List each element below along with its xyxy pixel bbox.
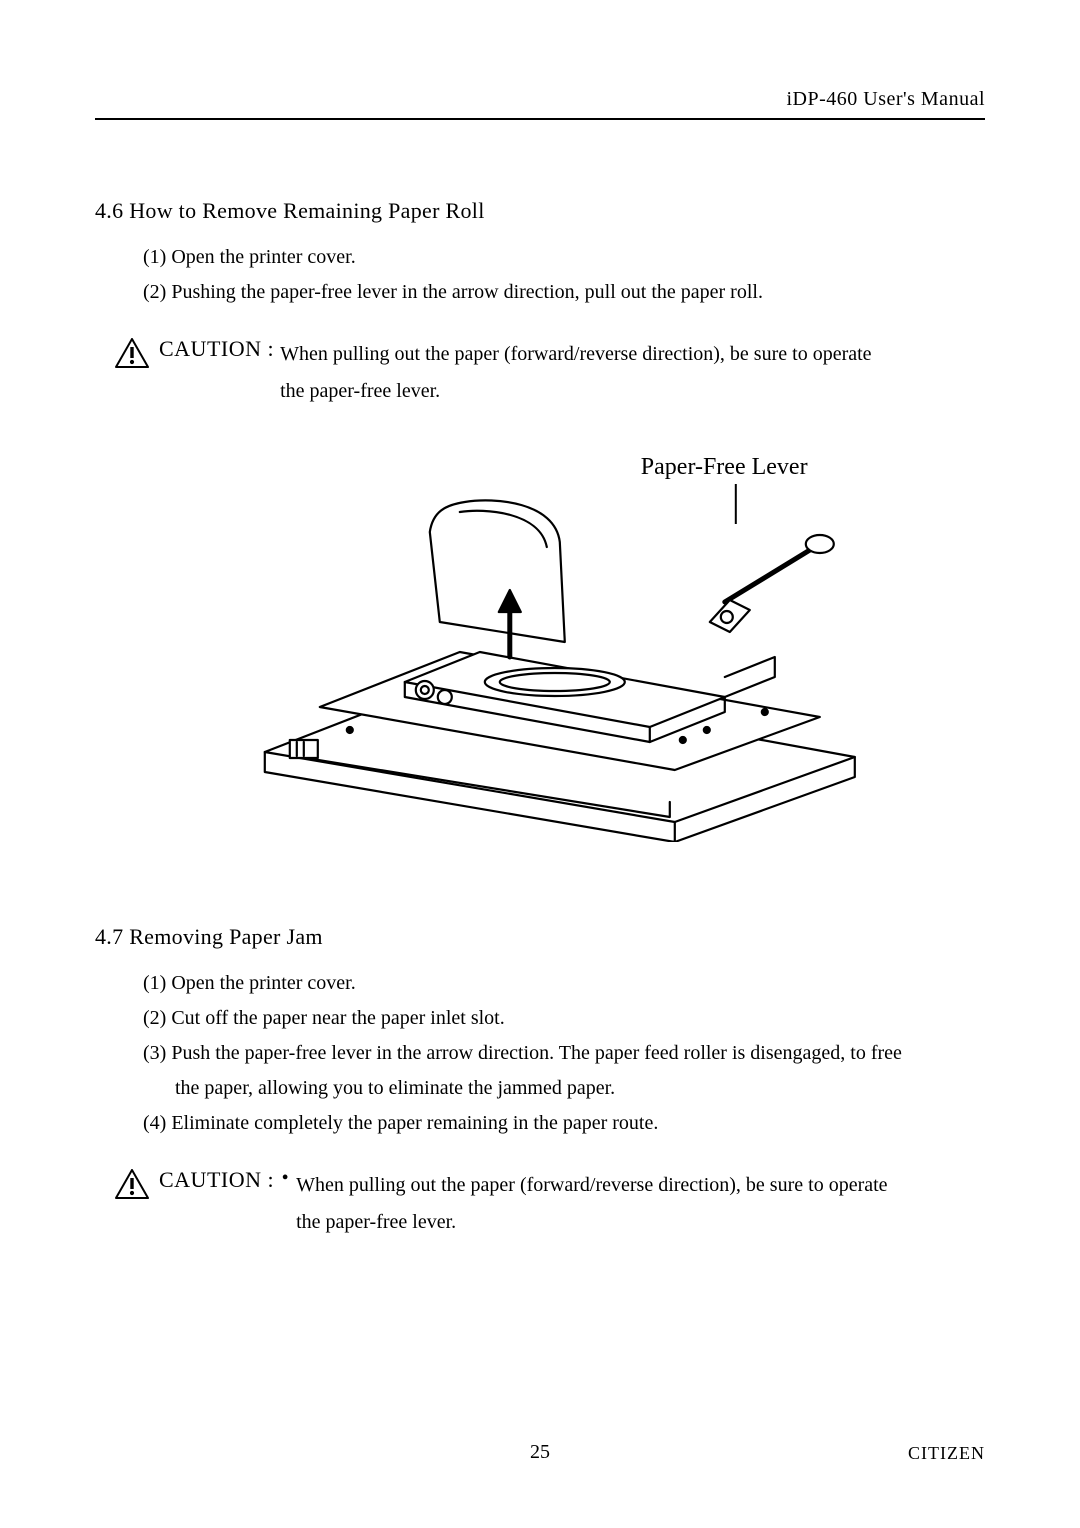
caution-4-7-line1: When pulling out the paper (forward/reve… [296, 1167, 985, 1204]
section-4-7-title: 4.7 Removing Paper Jam [95, 924, 985, 950]
caution-icon [115, 1169, 149, 1199]
caution-4-7: CAUTION : • When pulling out the paper (… [115, 1167, 985, 1241]
figure-label: Paper-Free Lever [641, 454, 808, 481]
caution-icon [115, 338, 149, 368]
caution-4-6-line1: When pulling out the paper (forward/reve… [280, 336, 985, 373]
section-4-6: 4.6 How to Remove Remaining Paper Roll (… [95, 198, 985, 410]
step-4-6-1: (1) Open the printer cover. [143, 242, 985, 273]
section-4-7: 4.7 Removing Paper Jam (1) Open the prin… [95, 924, 985, 1241]
printer-illustration [255, 482, 875, 842]
caution-4-6-line2: the paper-free lever. [280, 373, 985, 410]
step-4-7-3: (3) Push the paper-free lever in the arr… [143, 1038, 985, 1069]
figure-leader-line [735, 484, 737, 524]
step-4-7-4: (4) Eliminate completely the paper remai… [143, 1108, 985, 1139]
caution-label: CAUTION : [159, 1167, 274, 1241]
manual-page: iDP-460 User's Manual 4.6 How to Remove … [0, 0, 1080, 1528]
step-4-7-2: (2) Cut off the paper near the paper inl… [143, 1003, 985, 1034]
figure-paper-free-lever: Paper-Free Lever [255, 454, 875, 842]
page-number: 25 [530, 1441, 550, 1464]
footer-brand: CITIZEN [908, 1443, 985, 1464]
step-4-7-1: (1) Open the printer cover. [143, 968, 985, 999]
caution-bullet: • [274, 1167, 296, 1241]
section-4-6-title: 4.6 How to Remove Remaining Paper Roll [95, 198, 985, 224]
caution-4-6-body: CAUTION : When pulling out the paper (fo… [159, 336, 985, 410]
step-4-7-3b: the paper, allowing you to eliminate the… [143, 1073, 985, 1104]
header-title: iDP-460 User's Manual [786, 88, 985, 111]
header-rule [95, 118, 985, 120]
caution-4-7-body: CAUTION : • When pulling out the paper (… [159, 1167, 985, 1241]
step-4-6-2: (2) Pushing the paper-free lever in the … [143, 277, 985, 308]
caution-label: CAUTION : [159, 336, 280, 410]
step-4-7-3-cont: the paper, allowing you to eliminate the… [175, 1077, 615, 1099]
caution-4-6: CAUTION : When pulling out the paper (fo… [115, 336, 985, 410]
caution-4-7-line2: the paper-free lever. [296, 1204, 985, 1241]
